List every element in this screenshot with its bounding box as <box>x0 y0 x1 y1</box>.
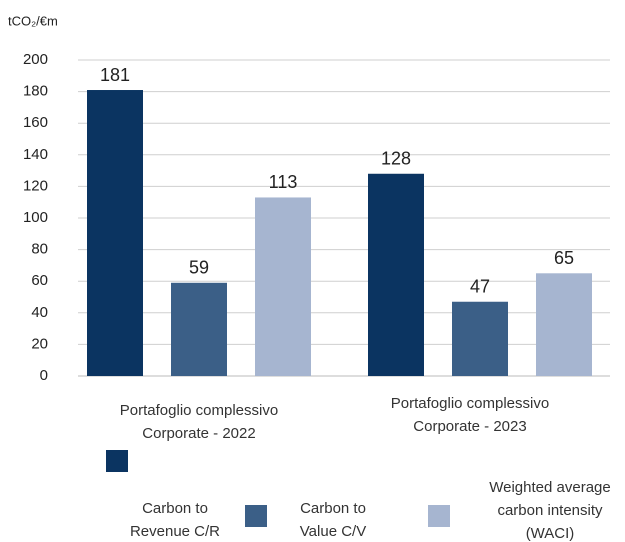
value-label: 181 <box>100 65 130 85</box>
y-tick-label: 160 <box>23 114 48 131</box>
bar <box>171 282 227 376</box>
legend-label: Carbon to Revenue C/R <box>129 500 221 540</box>
value-label: 113 <box>269 172 298 192</box>
value-label: 59 <box>189 258 209 278</box>
value-label: 65 <box>554 248 574 268</box>
legend-swatch <box>106 450 128 472</box>
legend-swatch <box>428 505 450 527</box>
bar <box>87 90 143 377</box>
bar <box>255 197 311 376</box>
y-tick-label: 180 <box>23 83 48 100</box>
y-tick-label: 120 <box>23 177 48 194</box>
y-tick-label: 60 <box>31 272 48 289</box>
bar <box>368 173 424 376</box>
bar <box>536 273 592 376</box>
y-tick-label: 140 <box>23 146 48 163</box>
x-tick-label: Portafoglio complessivo Corporate - 2022 <box>119 402 279 442</box>
y-tick-label: 20 <box>31 335 48 352</box>
y-tick-label: 100 <box>23 209 48 226</box>
y-axis-label: tCO₂/€m <box>8 13 58 28</box>
legend-label: Weighted average carbon intensity (WACI) <box>489 479 611 542</box>
value-label: 128 <box>381 149 411 169</box>
legend-label: Carbon to Value C/V <box>299 500 367 540</box>
y-tick-label: 200 <box>23 51 48 68</box>
x-tick-label: Portafoglio complessivo Corporate - 2023 <box>390 395 550 435</box>
y-tick-label: 0 <box>40 367 48 384</box>
y-tick-label: 40 <box>31 304 48 321</box>
y-tick-label: 80 <box>31 241 48 258</box>
value-label: 47 <box>470 276 490 296</box>
bar <box>452 301 508 376</box>
legend-swatch <box>245 505 267 527</box>
